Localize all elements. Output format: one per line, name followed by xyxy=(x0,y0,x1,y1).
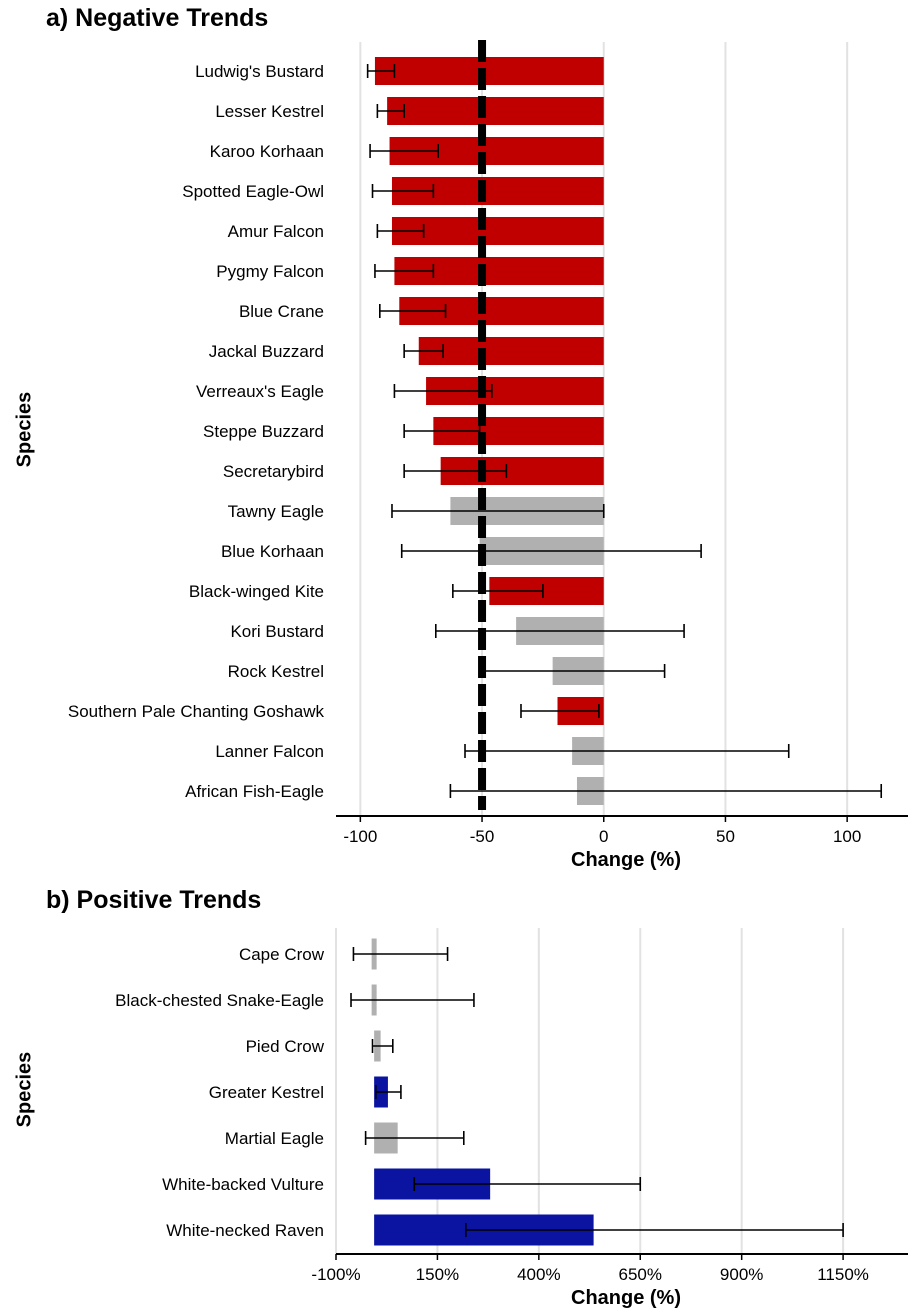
panel-a-error-bar xyxy=(369,144,440,158)
panel-a-error-bar xyxy=(481,664,666,678)
panel-b-x-tick-label: 400% xyxy=(517,1265,560,1284)
panel-a-category-label: African Fish-Eagle xyxy=(185,782,324,801)
panel-b-error-bar xyxy=(371,1039,394,1053)
panel-a-category-label: Lesser Kestrel xyxy=(215,102,324,121)
panel-a-error-bar xyxy=(376,224,425,238)
panel-a-category-label: Southern Pale Chanting Goshawk xyxy=(68,702,325,721)
panel-a-category-label: Ludwig's Bustard xyxy=(195,62,324,81)
panel-a-x-tick-label: 0 xyxy=(599,827,608,846)
panel-b-error-bar xyxy=(413,1177,642,1191)
panel-b-category-label: Greater Kestrel xyxy=(209,1083,324,1102)
panel-b-chart: Cape Crow Black-chested Snake-Eagle Pied C… xyxy=(115,928,908,1309)
panel-b-x-tick-label: 900% xyxy=(720,1265,763,1284)
panel-a-category-label: Amur Falcon xyxy=(228,222,324,241)
panel-a-category-label: Spotted Eagle-Owl xyxy=(182,182,324,201)
panel-a-error-bar xyxy=(449,784,883,798)
panel-a-error-bar xyxy=(403,424,481,438)
panel-a-bar xyxy=(391,217,604,245)
panel-b-category-label: Black-chested Snake-Eagle xyxy=(115,991,324,1010)
panel-a-error-bar xyxy=(464,744,790,758)
panel-a-error-bar xyxy=(374,264,435,278)
panel-a-category-label: Rock Kestrel xyxy=(228,662,324,681)
panel-b-x-tick-label: 1150% xyxy=(817,1265,869,1284)
panel-b-category-label: White-backed Vulture xyxy=(162,1175,324,1194)
panel-a-category-label: Steppe Buzzard xyxy=(203,422,324,441)
panel-a-x-tick-label: -50 xyxy=(470,827,495,846)
panel-a-error-bar xyxy=(452,584,544,598)
panel-a-x-tick-label: -100 xyxy=(343,827,377,846)
panel-a-error-bar xyxy=(391,504,605,518)
panel-a-chart: Ludwig's Bustard Lesser Kestrel Karoo Korh… xyxy=(68,40,908,871)
panel-a-error-bar xyxy=(520,704,600,718)
panel-a-category-label: Tawny Eagle xyxy=(228,502,324,521)
panel-a-error-bar xyxy=(400,544,702,558)
panel-b-error-bar xyxy=(352,947,449,961)
panel-a-category-label: Black-winged Kite xyxy=(189,582,324,601)
panel-a-bar xyxy=(418,337,604,365)
panel-b-error-bar xyxy=(364,1131,465,1145)
panel-b-x-axis-label: Change (%) xyxy=(571,1287,681,1309)
panel-a-error-bar xyxy=(376,104,405,118)
panel-b-error-bar xyxy=(465,1223,844,1237)
panel-a-error-bar xyxy=(379,304,447,318)
panel-a-x-tick-label: 50 xyxy=(716,827,735,846)
panel-b-category-label: Martial Eagle xyxy=(225,1129,324,1148)
panel-b-x-tick-label: -100% xyxy=(311,1265,360,1284)
panel-a-error-bar xyxy=(403,464,508,478)
panel-b-category-label: Pied Crow xyxy=(246,1037,325,1056)
panel-a-bar xyxy=(387,97,604,125)
panel-a-category-label: Jackal Buzzard xyxy=(209,342,324,361)
panel-a-category-label: Karoo Korhaan xyxy=(210,142,324,161)
panel-a-bar xyxy=(374,57,604,85)
panel-a-error-bar xyxy=(371,184,435,198)
panel-a-category-label: Blue Crane xyxy=(239,302,324,321)
panel-a-title: a) Negative Trends xyxy=(46,4,269,32)
panel-b-error-bar xyxy=(374,1085,402,1099)
panel-b-category-label: Cape Crow xyxy=(239,945,325,964)
panel-a-category-label: Secretarybird xyxy=(223,462,324,481)
panel-a-error-bar xyxy=(403,344,444,358)
panel-a-x-axis-label: Change (%) xyxy=(571,849,681,871)
panel-b-category-label: White-necked Raven xyxy=(166,1221,324,1240)
panel-a-error-bar xyxy=(366,64,396,78)
panel-a-category-label: Blue Korhaan xyxy=(221,542,324,561)
panel-a-category-label: Pygmy Falcon xyxy=(216,262,324,281)
panel-a-category-label: Lanner Falcon xyxy=(215,742,324,761)
panel-b-error-bar xyxy=(350,993,475,1007)
panel-a-error-bar xyxy=(434,624,685,638)
panel-a-category-label: Kori Bustard xyxy=(230,622,324,641)
panel-a-x-tick-label: 100 xyxy=(833,827,861,846)
panel-a-category-label: Verreaux's Eagle xyxy=(196,382,324,401)
panel-b-x-tick-label: 150% xyxy=(416,1265,459,1284)
panel-a-error-bar xyxy=(393,384,493,398)
panel-b-title: b) Positive Trends xyxy=(46,886,262,914)
panel-b-x-tick-label: 650% xyxy=(619,1265,662,1284)
